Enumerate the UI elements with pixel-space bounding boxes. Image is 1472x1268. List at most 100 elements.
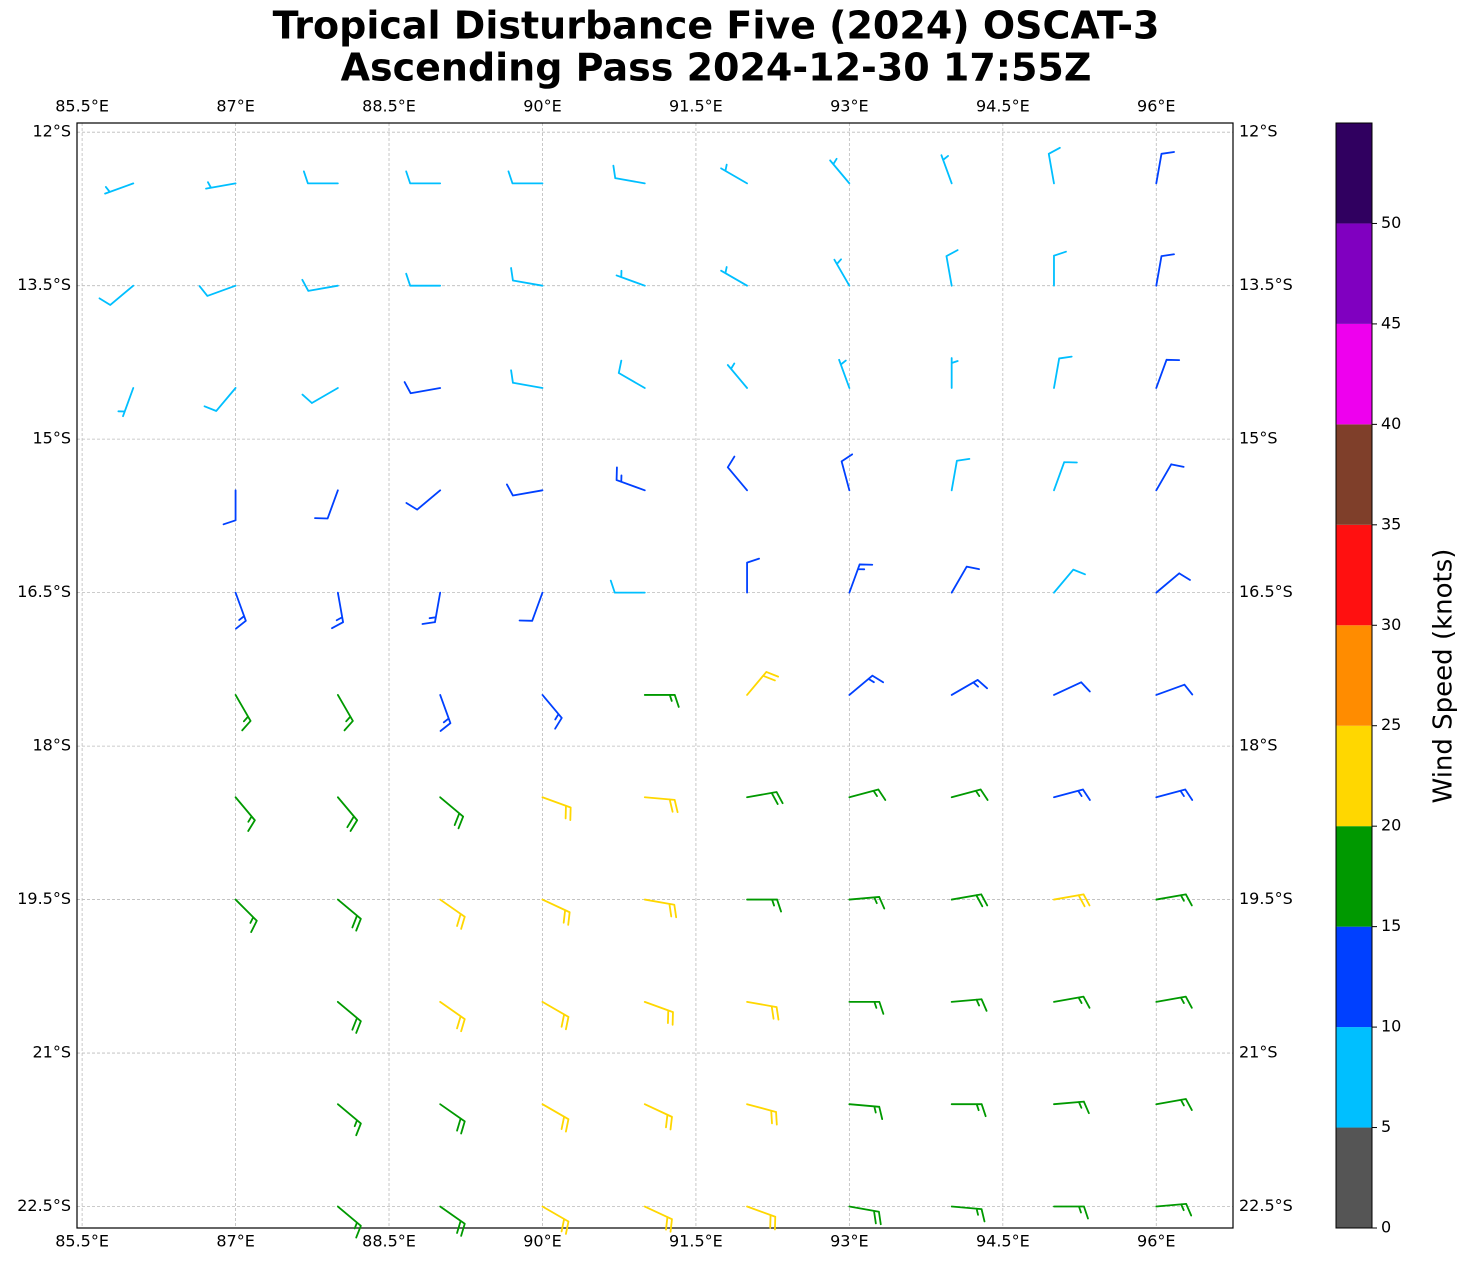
- wind-barb: [720, 266, 748, 287]
- wind-barb: [643, 694, 680, 708]
- x-tick-label: 88.5°E: [362, 1232, 416, 1251]
- wind-barb: [98, 284, 135, 306]
- wind-barb: [1053, 250, 1067, 287]
- wind-barb: [203, 387, 237, 412]
- wind-barb: [541, 1000, 570, 1031]
- wind-barb: [541, 694, 563, 730]
- wind-barb: [336, 796, 359, 832]
- wind-barb: [222, 489, 237, 526]
- colorbar-tick-label: 40: [1381, 414, 1401, 433]
- colorbar-segment: [1336, 926, 1372, 1028]
- wind-barb: [1155, 788, 1194, 801]
- wind-barb: [1047, 146, 1061, 185]
- x-tick-label: 87°E: [216, 97, 254, 116]
- wind-barb: [838, 358, 851, 389]
- wind-barb: [506, 483, 544, 497]
- x-tick-label: 87°E: [216, 1232, 254, 1251]
- wind-barb: [1053, 893, 1091, 908]
- wind-barb: [301, 278, 339, 292]
- wind-barb: [439, 796, 465, 830]
- wind-barb: [1053, 995, 1091, 1009]
- colorbar-tick-label: 45: [1381, 313, 1401, 332]
- title-line: Ascending Pass 2024-12-30 17:55Z: [341, 46, 1092, 90]
- wind-barb: [950, 788, 989, 801]
- y-tick-label: 18°S: [32, 736, 71, 755]
- x-tick-label: 90°E: [523, 1232, 561, 1251]
- wind-barb: [234, 898, 258, 933]
- wind-barb: [643, 1103, 673, 1131]
- colorbar-segment: [1336, 123, 1372, 224]
- wind-barb: [301, 387, 339, 404]
- wind-barb: [510, 369, 544, 389]
- wind-barb: [1155, 1203, 1193, 1217]
- wind-barb: [726, 455, 748, 492]
- wind-barb: [405, 272, 442, 287]
- wind-barb: [950, 998, 988, 1012]
- wind-barb: [1155, 893, 1193, 907]
- wind-barb: [950, 565, 980, 594]
- wind-barb: [336, 898, 362, 932]
- wind-barb: [1155, 358, 1181, 389]
- y-tick-label: 13.5°S: [1239, 275, 1293, 294]
- wind-barb: [1155, 1098, 1193, 1112]
- wind-barb: [1053, 788, 1091, 801]
- wind-barb: [541, 1103, 570, 1133]
- colorbar-tick-label: 35: [1381, 514, 1401, 533]
- wind-barb: [439, 1205, 466, 1237]
- colorbar-segment: [1336, 1027, 1372, 1128]
- x-tick-label: 96°E: [1137, 97, 1175, 116]
- wind-barb: [1155, 572, 1191, 594]
- wind-barb: [1053, 681, 1091, 696]
- wind-barb: [336, 694, 354, 732]
- colorbar-tick-label: 10: [1381, 1017, 1401, 1036]
- wind-barb: [829, 157, 851, 185]
- x-tick-label: 96°E: [1137, 1232, 1175, 1251]
- colorbar-frame: [1335, 122, 1373, 1229]
- y-tick-label: 12°S: [32, 122, 71, 141]
- wind-barb: [421, 591, 442, 625]
- wind-barb: [302, 170, 339, 185]
- wind-barb: [726, 362, 748, 389]
- wind-barb: [1155, 151, 1175, 185]
- wind-barb: [1053, 355, 1073, 389]
- wind-barb: [336, 1000, 362, 1034]
- wind-barb: [746, 898, 782, 913]
- map-frame: [76, 122, 1234, 1229]
- wind-barb: [746, 791, 784, 805]
- wind-barb: [848, 1103, 884, 1121]
- wind-barb: [234, 796, 256, 832]
- wind-barb: [950, 1103, 987, 1118]
- wind-barb: [643, 898, 678, 919]
- wind-barb: [848, 1205, 882, 1226]
- wind-barb: [541, 796, 572, 822]
- colorbar-segment: [1336, 1127, 1372, 1228]
- wind-barb: [617, 359, 646, 389]
- wind-barb: [1053, 1205, 1089, 1220]
- wind-barb: [314, 489, 339, 520]
- x-tick-label: 91.5°E: [669, 1232, 723, 1251]
- wind-barb: [746, 1000, 780, 1021]
- wind-barb: [234, 591, 247, 630]
- wind-barb: [336, 1205, 362, 1239]
- y-tick-label: 21°S: [32, 1043, 71, 1062]
- wind-barb: [848, 896, 886, 910]
- colorbar-label: Wind Speed (knots): [1429, 549, 1459, 804]
- wind-barb: [336, 1103, 362, 1137]
- x-tick-label: 94.5°E: [976, 1232, 1030, 1251]
- colorbar-tick-label: 15: [1381, 916, 1401, 935]
- y-tick-label: 18°S: [1239, 736, 1278, 755]
- wind-barb: [439, 898, 466, 930]
- wind-barb: [615, 466, 646, 492]
- wind-barb: [541, 898, 571, 926]
- wind-barb: [746, 1205, 777, 1231]
- x-tick-label: 85.5°E: [55, 97, 109, 116]
- wind-barb: [403, 381, 442, 395]
- wind-barb: [439, 694, 452, 732]
- wind-barb: [1053, 461, 1078, 492]
- colorbar-tick-label: 25: [1381, 715, 1401, 734]
- y-tick-label: 16.5°S: [1239, 582, 1293, 601]
- wind-barb: [1155, 253, 1175, 287]
- wind-barb: [331, 591, 344, 630]
- wind-barb: [615, 269, 646, 287]
